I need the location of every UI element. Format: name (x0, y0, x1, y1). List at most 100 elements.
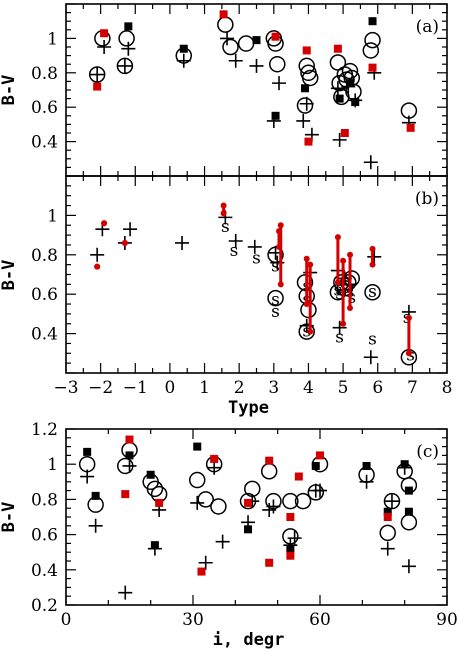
panel-c-point-square (383, 507, 392, 516)
panel-b-range-point (121, 239, 128, 246)
panel-a-point-square (335, 94, 344, 103)
panel-b-xtick-label: 6 (372, 378, 383, 398)
panel-c-point-square (286, 544, 295, 553)
panel-a-point-square (179, 44, 188, 53)
panel-b-range-point (340, 257, 347, 264)
panel-b-point-plus (228, 234, 243, 249)
panel-a-point-square (271, 32, 280, 41)
panel-c-point-square (265, 558, 274, 567)
panel-c-point-square (294, 472, 303, 481)
panel-a-point-plus (97, 40, 112, 54)
panel-a-ytick-label: 1 (47, 29, 58, 49)
panel-b-xtick-label: 1 (199, 378, 210, 398)
panel-a-point-square (100, 29, 109, 38)
panel-b-range-point (334, 234, 341, 241)
panel-c-ytick-label: 1.2 (31, 420, 58, 440)
panel-c-point-plus (401, 559, 416, 574)
panel-c-point-square (197, 567, 206, 576)
panel-c-point-square (125, 435, 134, 444)
panel-a-point-circle (301, 69, 319, 87)
panel-c-point-square (83, 447, 92, 456)
panel-c-point-circle (379, 524, 396, 542)
panel-c-point-square (400, 460, 409, 469)
panel-b-point-s: s (368, 282, 377, 302)
panel-a-point-square (271, 111, 280, 120)
panel-c-point-square (265, 456, 274, 465)
panel-c-ylabel: B-V (0, 502, 19, 533)
panel-c-xtick-label: 90 (436, 610, 458, 630)
panel-b-range-point (307, 261, 314, 268)
panel-c-point-circle (282, 492, 299, 510)
panel-c-point-square (362, 461, 371, 470)
panel-b-range-point (405, 314, 412, 321)
panel-a-point-plus (296, 113, 311, 128)
panel-c-point-plus (198, 555, 213, 570)
panel-b-range-point (405, 350, 412, 357)
panel-a-point-circle (269, 55, 286, 73)
panel-b-point-circle (298, 323, 315, 340)
panel-a-point-circle (118, 30, 135, 47)
panel-c-point-square (404, 486, 413, 495)
panel-c-point-square (125, 451, 134, 460)
panel-a-point-square (219, 10, 228, 19)
panel-b-point-plus (363, 350, 378, 365)
panel-b-range-point (220, 210, 227, 217)
panel-b-frame (65, 175, 448, 374)
panel-a-point-circle (237, 35, 255, 52)
panel-b-range-point (340, 320, 347, 327)
panel-c-point-circle (400, 514, 418, 531)
panel-c-point-square (155, 498, 164, 507)
panel-a-point-square (351, 98, 360, 107)
panel-b-range-point (303, 255, 310, 262)
panel-c-point-plus (190, 495, 205, 510)
panel-b-xtick-label: 5 (338, 378, 349, 398)
panel-b-range-point (307, 328, 314, 335)
panel-c-point-circle (383, 492, 401, 510)
panel-a-point-plus (176, 53, 191, 68)
panel-a-point-square (406, 123, 415, 132)
panel-b-point-s: s (347, 288, 356, 308)
panel-c-point-square (244, 498, 253, 507)
panel-a-point-plus (299, 96, 314, 111)
panel-a-point-circle (217, 16, 234, 33)
panel-b-point-s: s (221, 217, 230, 237)
panel-b-range-point (277, 281, 284, 288)
panel-c-ytick-label: 0.2 (31, 596, 58, 616)
panel-b-point-s: s (340, 278, 349, 298)
panel-b-label: (b) (415, 189, 439, 209)
panel-a-point-circle (341, 62, 359, 80)
panel-c-point-plus (215, 534, 230, 549)
panel-b-xlabel: Type (228, 398, 269, 418)
panel-b-point-s: s (252, 249, 261, 269)
panel-b-point-s: s (271, 257, 280, 277)
panel-b-point-plus (247, 239, 262, 254)
panel-b-point-s: s (302, 322, 311, 342)
panel-a-ytick-label: 0.8 (31, 64, 58, 84)
panel-c-point-square (91, 491, 100, 500)
panel-c-xtick-label: 0 (61, 610, 72, 630)
panel-a-ytick-label: 0.4 (31, 133, 58, 153)
panel-c-ytick-label: 1 (47, 455, 58, 475)
panel-b-range-point (347, 251, 354, 258)
panel-b-xtick-label: 7 (407, 378, 418, 398)
panel-c-point-circle (188, 471, 206, 489)
panel-b-xtick-label: 8 (442, 378, 453, 398)
panel-a-point-square (302, 46, 311, 55)
panel-c-point-square (193, 442, 202, 451)
panel-c-point-plus (384, 494, 399, 509)
panel-a-point-square (368, 63, 377, 72)
panel-a-point-plus (90, 67, 105, 82)
panel-b-range-point (369, 261, 376, 268)
panel-a-point-circle (116, 57, 134, 75)
panel-a-point-square (300, 84, 309, 93)
panel-a-point-circle (362, 42, 380, 59)
panel-c-point-circle (260, 462, 278, 480)
panel-b-point-s: s (271, 290, 280, 310)
panel-c-point-square (210, 454, 219, 463)
panel-c-point-square (146, 470, 155, 479)
panel-c-xlabel: i, degr (213, 630, 285, 650)
panel-b-range-point (334, 279, 341, 286)
panel-a-point-square (346, 79, 355, 88)
panel-b-ylabel: B-V (0, 260, 19, 291)
